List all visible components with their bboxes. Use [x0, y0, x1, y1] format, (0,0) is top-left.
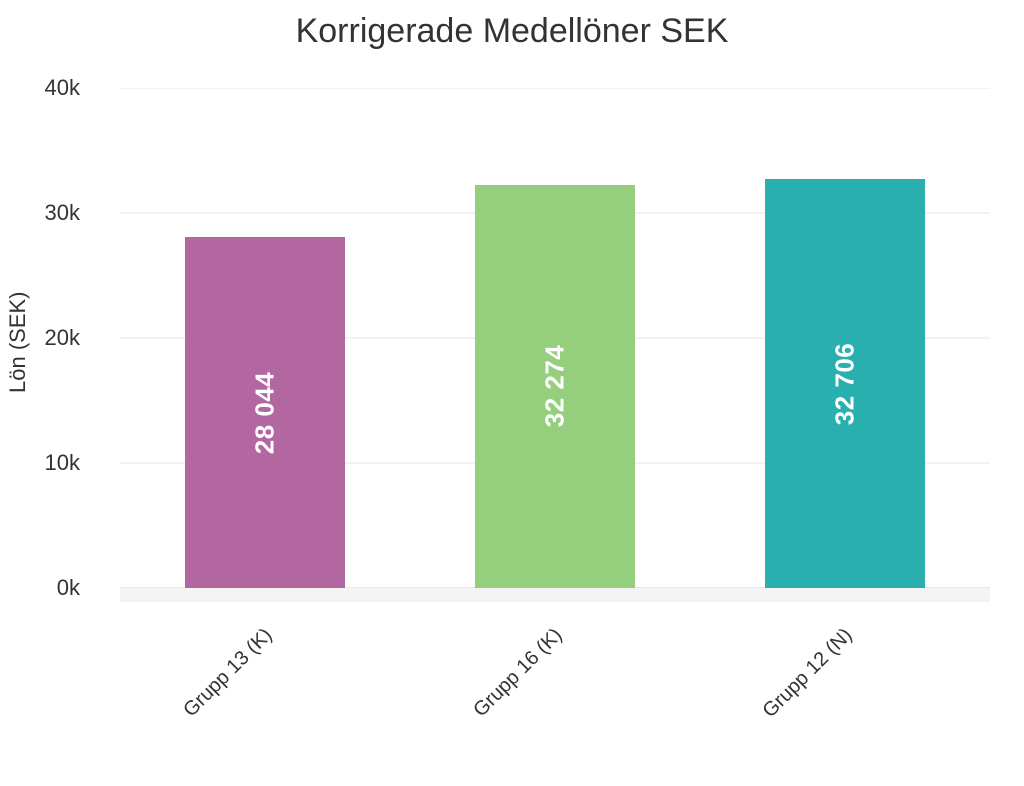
bar-value-label: 28 044	[250, 371, 281, 454]
y-tick-label: 10k	[0, 450, 80, 476]
base-band	[120, 588, 990, 602]
bars-container: 28 044 32 274 32 706	[120, 88, 990, 588]
bar: 32 274	[475, 185, 635, 588]
x-tick-labels: Grupp 13 (K) Grupp 16 (K) Grupp 12 (N)	[120, 610, 990, 770]
bar: 28 044	[185, 237, 345, 588]
y-tick-label: 20k	[0, 325, 80, 351]
x-tick-label: Grupp 13 (K)	[179, 624, 277, 722]
x-tick-label: Grupp 16 (K)	[469, 624, 567, 722]
y-tick-label: 0k	[0, 575, 80, 601]
bar-value-label: 32 274	[540, 345, 571, 428]
bar: 32 706	[765, 179, 925, 588]
salary-bar-chart: Korrigerade Medellöner SEK Lön (SEK) 0k1…	[0, 0, 1024, 786]
chart-title: Korrigerade Medellöner SEK	[0, 12, 1024, 51]
y-tick-label: 30k	[0, 200, 80, 226]
y-tick-label: 40k	[0, 75, 80, 101]
x-tick-label: Grupp 12 (N)	[758, 624, 857, 723]
bar-value-label: 32 706	[830, 342, 861, 425]
